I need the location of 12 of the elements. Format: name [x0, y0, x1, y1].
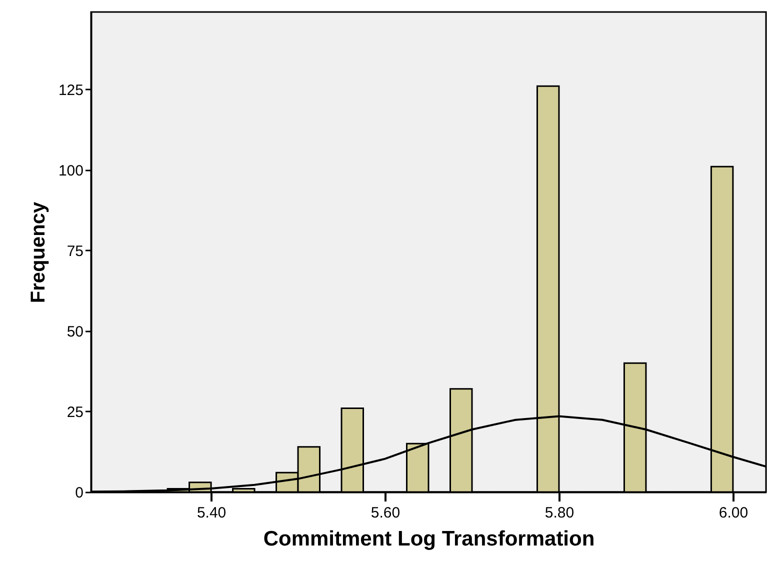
x-tick-label: 6.00: [718, 504, 748, 522]
x-tick-label: 5.60: [370, 504, 400, 522]
y-tick-label: 0: [75, 484, 84, 502]
y-tick-label: 25: [66, 404, 84, 421]
y-tick-label: 75: [66, 242, 84, 260]
y-tick-label: 125: [58, 82, 84, 99]
x-tick-label: 5.40: [196, 504, 226, 522]
y-tick-label: 50: [66, 323, 84, 340]
x-tick-label: 5.80: [544, 504, 574, 522]
y-axis-title: Frequency: [27, 201, 50, 304]
y-tick-label: 100: [58, 162, 84, 180]
x-axis-title: Commitment Log Transformation: [263, 528, 595, 550]
